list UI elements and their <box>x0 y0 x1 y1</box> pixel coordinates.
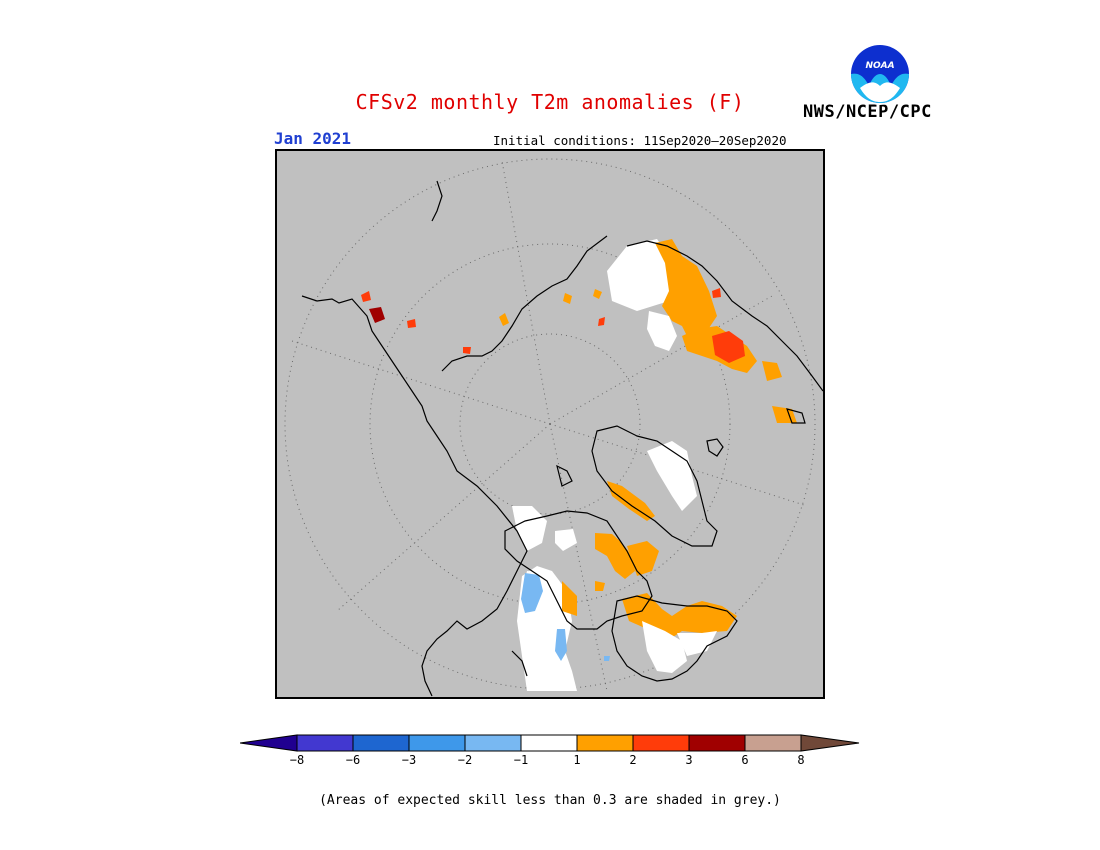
colorbar-label: −8 <box>289 753 305 767</box>
colorbar-segment <box>800 734 860 752</box>
colorbar-label: −2 <box>457 753 473 767</box>
colorbar-label: 3 <box>685 753 693 767</box>
colorbar-segment <box>296 734 354 752</box>
cold-anomalies <box>521 573 610 661</box>
map-title: CFSv2 monthly T2m anomalies (F) <box>355 90 745 114</box>
polar-map <box>275 149 825 699</box>
colorbar-segment <box>688 734 746 752</box>
colorbar-segment <box>240 734 298 752</box>
agency-label: NWS/NCEP/CPC <box>803 102 932 122</box>
colorbar-segment <box>744 734 802 752</box>
colorbar-segment <box>632 734 690 752</box>
colorbar-segment <box>352 734 410 752</box>
coastlines <box>301 180 823 697</box>
skill-footnote: (Areas of expected skill less than 0.3 a… <box>319 793 781 808</box>
colorbar <box>240 734 860 752</box>
colorbar-segment <box>520 734 578 752</box>
colorbar-segment <box>576 734 634 752</box>
colorbar-segment <box>464 734 522 752</box>
noaa-logo-icon: NOAA <box>849 43 911 105</box>
colorbar-label: −1 <box>513 753 529 767</box>
forecast-month: Jan 2021 <box>274 129 352 148</box>
colorbar-label: 6 <box>741 753 749 767</box>
colorbar-label: 1 <box>573 753 581 767</box>
colorbar-label: −6 <box>345 753 361 767</box>
initial-conditions: Initial conditions: 11Sep2020—20Sep2020 <box>493 133 787 148</box>
colorbar-segment <box>408 734 466 752</box>
colorbar-label: −3 <box>401 753 417 767</box>
colorbar-label: 2 <box>629 753 637 767</box>
eurasia-anomalies <box>563 239 797 423</box>
map-grid <box>284 158 816 692</box>
pacific-anomalies <box>361 291 509 354</box>
polar-map-svg <box>277 151 823 697</box>
svg-text:NOAA: NOAA <box>865 61 894 71</box>
colorbar-label: 8 <box>797 753 805 767</box>
